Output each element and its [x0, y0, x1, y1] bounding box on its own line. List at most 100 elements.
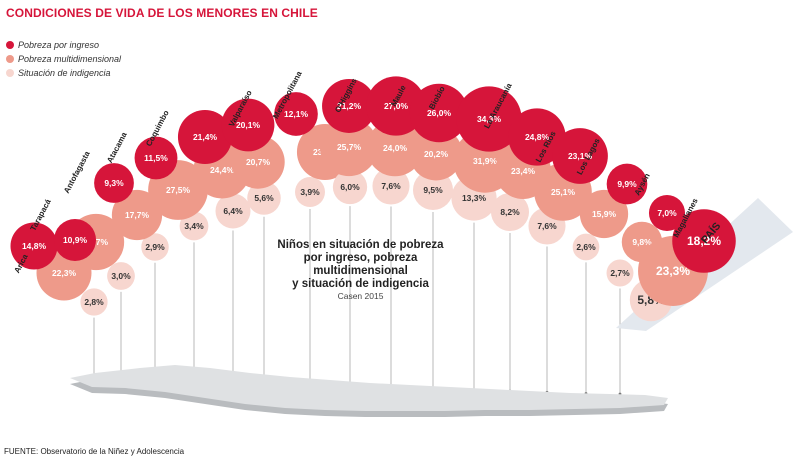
value-indigence-metropolitana: 3,9%	[300, 187, 320, 197]
chart-title: CONDICIONES DE VIDA DE LOS MENORES EN CH…	[6, 6, 318, 20]
value-indigence-tarapaca: 3,0%	[111, 271, 131, 281]
bubble-income-los-rios	[508, 108, 566, 166]
value-indigence-antofagasta: 2,9%	[145, 242, 165, 252]
value-multidimensional-los-lagos: 25,1%	[551, 187, 576, 197]
bubble-indigence-valparaiso	[247, 181, 281, 215]
value-income-antofagasta: 9,3%	[104, 178, 124, 188]
value-income-atacama: 11,5%	[144, 153, 168, 163]
legend-item-multidimensional: Pobreza multidimensional	[6, 52, 121, 65]
bubble-income-pais	[672, 209, 736, 273]
value-multidimensional-tarapaca: 23,7%	[84, 237, 109, 247]
value-multidimensional-antofagasta: 17,7%	[125, 210, 150, 220]
bubble-multidimensional-biobio	[409, 127, 463, 181]
value-indigence-magallanes: 2,7%	[610, 268, 630, 278]
legend-label-indigence: Situación de indigencia	[18, 67, 111, 78]
value-indigence-o-higgins: 6,0%	[340, 182, 360, 192]
bubble-income-los-lagos	[552, 128, 608, 184]
bubble-income-o-higgins	[322, 79, 376, 133]
bubble-indigence-maule	[372, 167, 410, 205]
value-multidimensional-los-rios: 23,4%	[511, 166, 536, 176]
bubble-income-aysen	[606, 163, 648, 205]
center-line-1: Niños en situación de pobreza	[277, 239, 444, 251]
bubble-income-coquimbo	[177, 109, 233, 165]
value-multidimensional-magallanes: 9,8%	[632, 237, 652, 247]
value-income-magallanes: 7,0%	[657, 208, 677, 218]
value-income-metropolitana: 12,1%	[284, 109, 309, 119]
bubble-income-metropolitana	[274, 92, 318, 136]
value-income-los-lagos: 23,1%	[568, 151, 593, 161]
legend-dot-indigence	[6, 68, 14, 77]
bubbles: 2,8% 22,3% 14,8% 3,0% 23,7%10,9% 2,9% 17,7% 9,3…	[10, 76, 736, 322]
bubble-indigence-antofagasta	[141, 233, 169, 261]
bubble-income-tarapaca	[53, 218, 97, 262]
region-name-antofagasta: Antofagasta	[62, 149, 92, 195]
value-multidimensional-arica: 22,3%	[52, 268, 77, 278]
value-indigence-aysen: 2,6%	[576, 242, 596, 252]
value-indigence-los-lagos: 7,6%	[537, 221, 557, 231]
bubble-indigence-tarapaca	[107, 262, 135, 290]
bubble-income-la-araucania	[456, 86, 522, 152]
value-indigence-atacama: 3,4%	[184, 221, 204, 231]
value-income-tarapaca: 10,9%	[63, 235, 88, 245]
value-income-la-araucania: 34,3%	[477, 114, 502, 124]
chile-map-top	[70, 365, 668, 411]
center-annotation: Niños en situación de pobreza por ingres…	[258, 239, 463, 302]
legend-item-income: Pobreza por ingreso	[6, 38, 121, 51]
value-indigence-los-rios: 8,2%	[500, 207, 520, 217]
value-multidimensional-biobio: 20,2%	[424, 149, 449, 159]
value-indigence-biobio: 9,5%	[423, 185, 443, 195]
value-income-arica: 14,8%	[22, 241, 47, 251]
bubble-multidimensional-o-higgins	[319, 117, 379, 177]
value-income-o-higgins: 21,2%	[337, 101, 362, 111]
bubble-indigence-los-rios	[490, 192, 530, 232]
bubble-income-maule	[366, 76, 426, 136]
bubble-indigence-atacama	[179, 211, 209, 241]
bubble-income-arica	[10, 222, 58, 270]
value-indigence-arica: 2,8%	[84, 297, 104, 307]
legend-dot-multidimensional	[6, 54, 14, 63]
center-line-2: por ingreso, pobreza multidimensional	[303, 252, 418, 277]
bubble-indigence-metropolitana	[295, 177, 325, 207]
region-name-atacama: Atacama	[105, 130, 129, 164]
value-income-aysen: 9,9%	[617, 179, 637, 189]
bubble-income-biobio	[409, 83, 469, 143]
bubble-multidimensional-antofagasta	[111, 189, 163, 241]
value-indigence-valparaiso: 5,6%	[254, 193, 274, 203]
bubble-indigence-o-higgins	[332, 169, 368, 205]
value-income-maule: 27,0%	[384, 101, 409, 111]
bubble-indigence-arica	[80, 288, 108, 316]
legend-label-multidimensional: Pobreza multidimensional	[18, 53, 122, 64]
bubble-income-valparaiso	[221, 98, 275, 152]
legend-label-income: Pobreza por ingreso	[18, 39, 100, 50]
value-multidimensional-valparaiso: 20,7%	[246, 157, 271, 167]
value-multidimensional-coquimbo: 24,4%	[210, 165, 235, 175]
bubble-indigence-coquimbo	[215, 193, 251, 229]
legend-item-indigence: Situación de indigencia	[6, 66, 121, 79]
center-line-3: y situación de indigencia	[292, 278, 429, 290]
value-income-los-rios: 24,8%	[525, 132, 550, 142]
value-income-biobio: 26,0%	[427, 108, 452, 118]
value-indigence-maule: 7,6%	[381, 181, 401, 191]
leader-lines	[92, 206, 622, 396]
value-multidimensional-pais: 23,3%	[656, 264, 690, 278]
value-multidimensional-maule: 24,0%	[383, 143, 408, 153]
bubble-indigence-biobio	[412, 169, 454, 211]
bubble-income-atacama	[134, 136, 178, 180]
value-income-coquimbo: 21,4%	[193, 132, 218, 142]
bubble-multidimensional-maule	[366, 119, 424, 177]
bubble-multidimensional-aysen	[579, 189, 629, 239]
bubble-indigence-magallanes	[606, 259, 634, 287]
bubble-indigence-aysen	[572, 233, 600, 261]
bubble-income-antofagasta	[94, 163, 134, 203]
chile-map	[70, 365, 668, 417]
value-multidimensional-aysen: 15,9%	[592, 209, 617, 219]
value-multidimensional-la-araucania: 31,9%	[473, 156, 498, 166]
value-multidimensional-atacama: 27,5%	[166, 185, 191, 195]
bubble-income-magallanes	[648, 194, 686, 232]
value-indigence-la-araucania: 13,3%	[462, 193, 487, 203]
source-note: FUENTE: Observatorio de la Niñez y Adole…	[4, 447, 185, 456]
value-multidimensional-o-higgins: 25,7%	[337, 142, 362, 152]
legend-dot-income	[6, 40, 14, 49]
value-indigence-coquimbo: 6,4%	[223, 206, 243, 216]
